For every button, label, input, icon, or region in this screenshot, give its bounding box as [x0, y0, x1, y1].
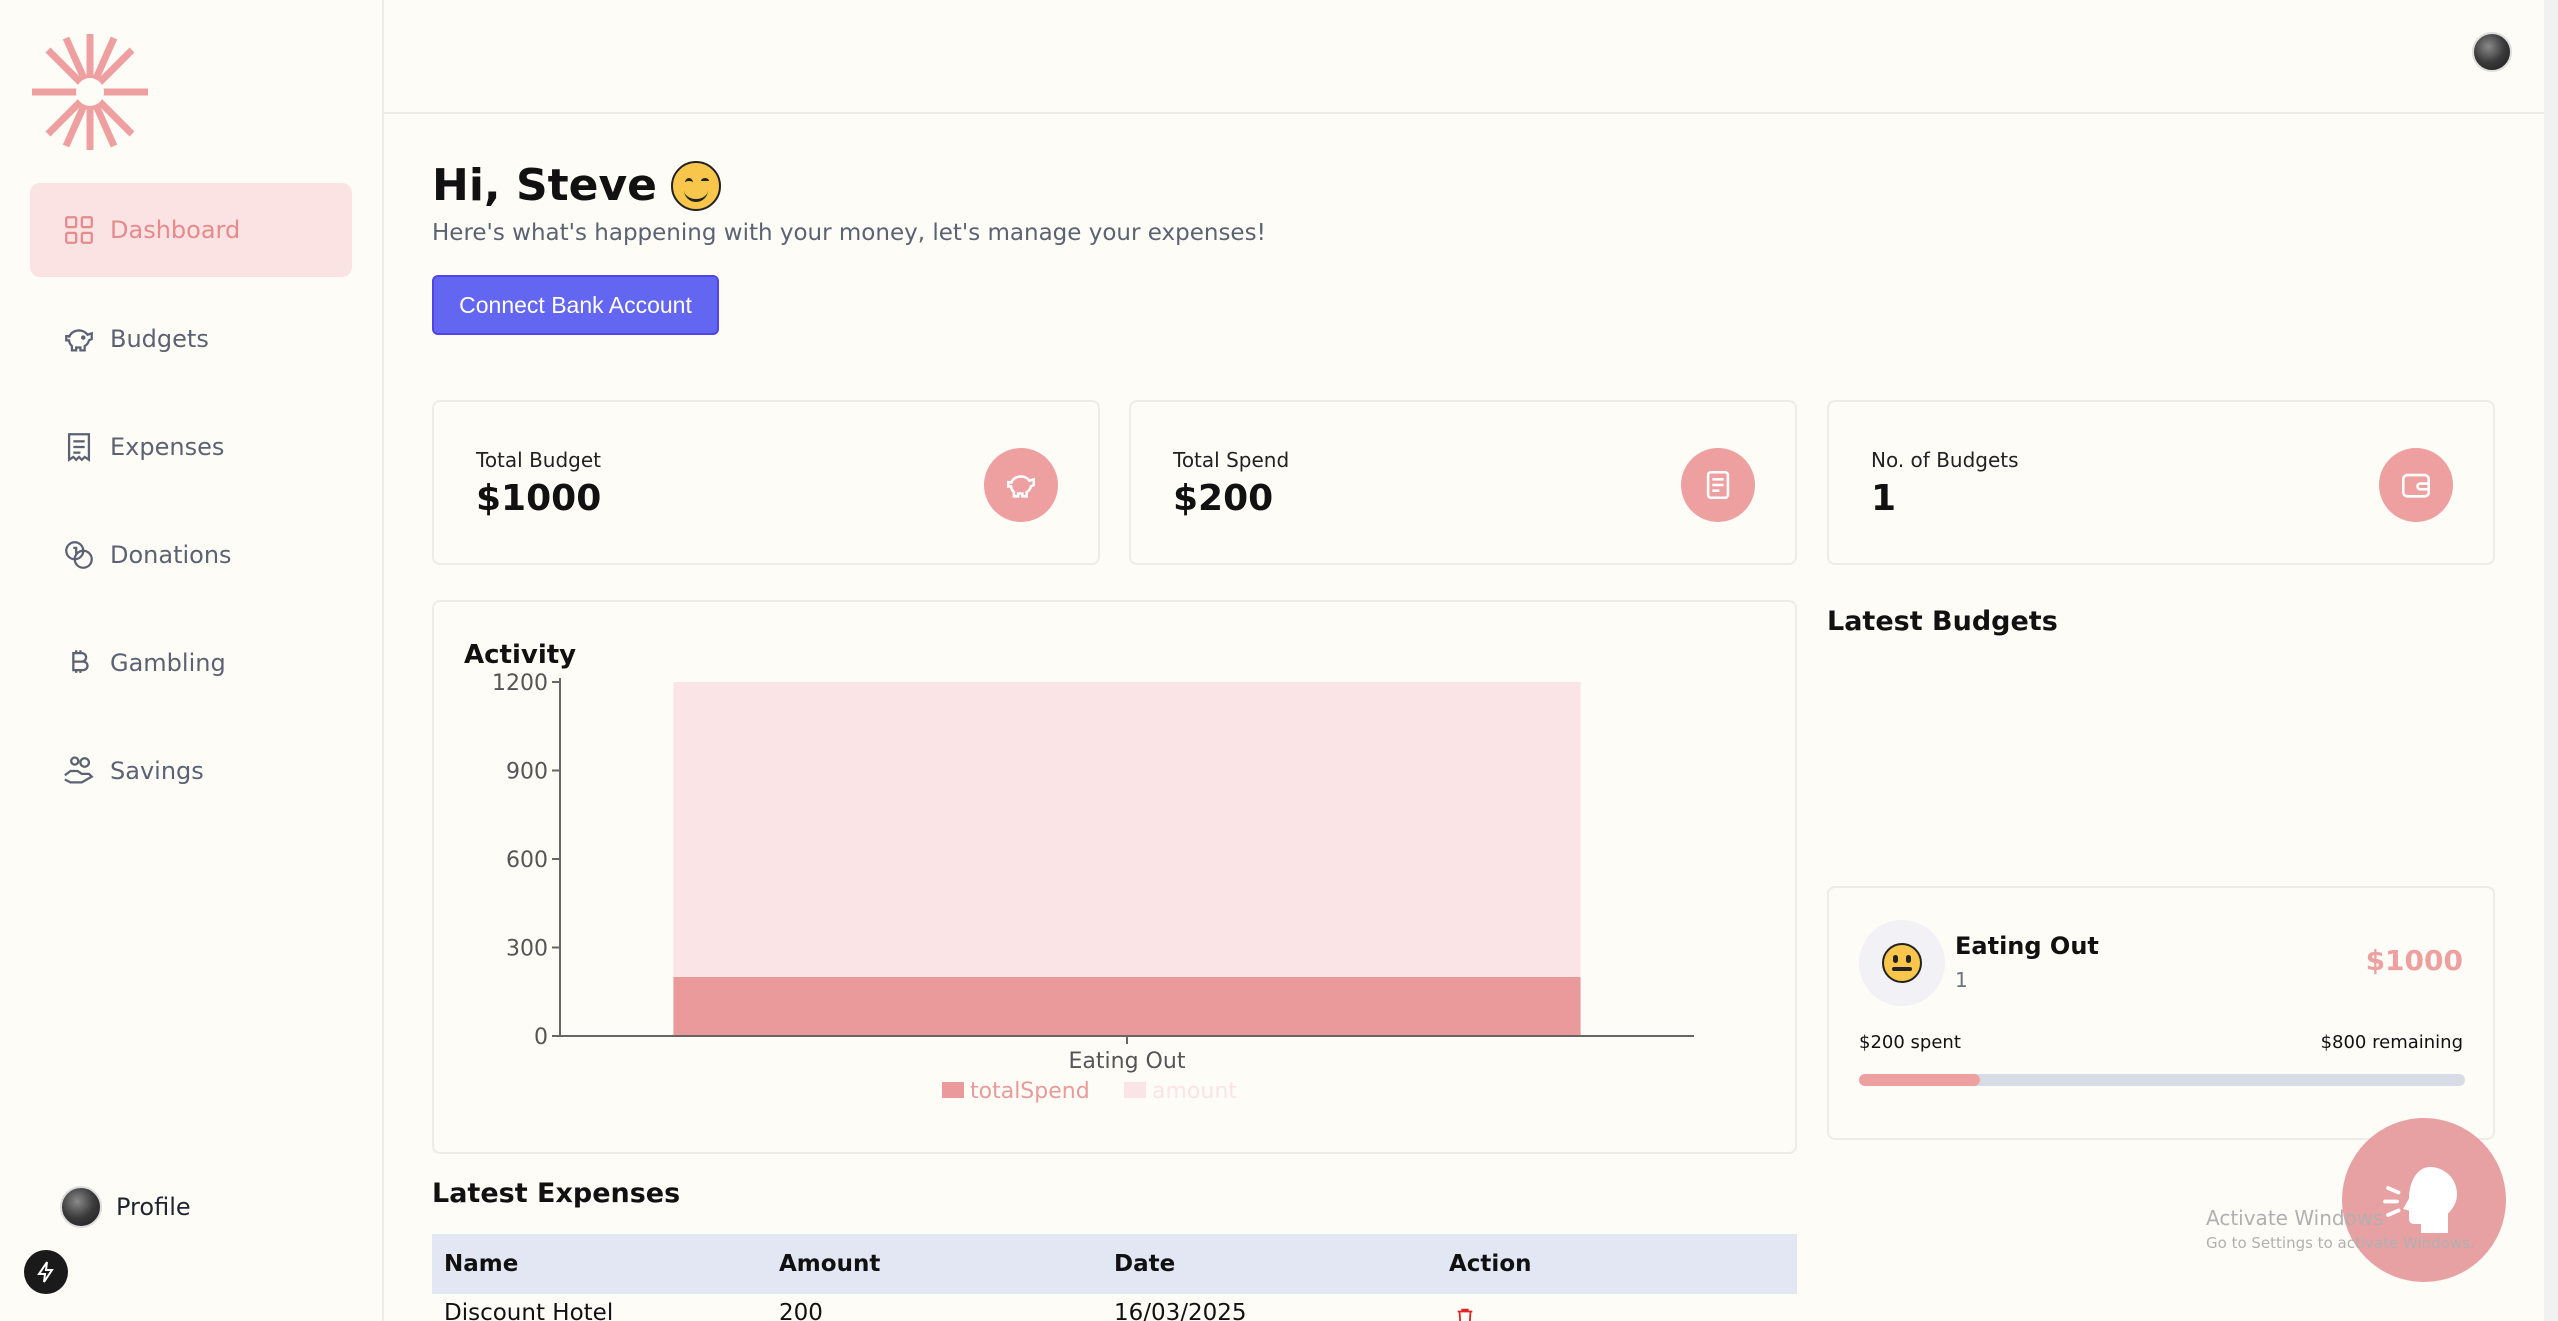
activity-panel: Activity 0 300 600 900 1200 Eating Out totalSp…: [432, 600, 1797, 1154]
watermark-line-1: Activate Windows: [2206, 1206, 2384, 1230]
stat-label: Total Budget: [476, 448, 601, 472]
latest-budgets-title: Latest Budgets: [1827, 606, 2058, 637]
sidebar-item-label: Budgets: [110, 325, 209, 353]
stat-label: No. of Budgets: [1871, 448, 2019, 472]
page-title: Hi, Steve: [432, 160, 722, 211]
voice-assistant-button[interactable]: [2342, 1118, 2506, 1282]
budget-spent: $200 spent: [1859, 1032, 1961, 1053]
latest-expenses-title: Latest Expenses: [432, 1178, 681, 1209]
hand-coins-icon: [62, 754, 96, 788]
windows-activation-watermark: Activate Windows Go to Settings to activ…: [2206, 1206, 2475, 1252]
coins-icon: [62, 538, 96, 572]
stat-card-total-spend: Total Spend $200: [1129, 400, 1797, 565]
budget-item-count: 1: [1955, 968, 1968, 992]
legend-swatch-totalSpend: [942, 1082, 964, 1098]
sidebar-item-label: Gambling: [110, 649, 226, 677]
legend-label-amount: amount: [1152, 1079, 1237, 1104]
bar-totalSpend: [673, 977, 1581, 1036]
greeting-text: Hi, Steve: [432, 160, 658, 211]
y-tick-label: 600: [506, 848, 548, 873]
user-avatar[interactable]: [2472, 32, 2512, 72]
column-header-name: Name: [444, 1251, 519, 1277]
sidebar-item-budgets[interactable]: Budgets: [30, 292, 352, 386]
sidebar-item-gambling[interactable]: Gambling: [30, 616, 352, 710]
y-tick-label: 0: [534, 1025, 548, 1050]
budget-amount: $1000: [2365, 944, 2463, 977]
watermark-line-2: Go to Settings to activate Windows.: [2206, 1234, 2475, 1252]
stat-label: Total Spend: [1173, 448, 1290, 472]
sidebar-item-label: Expenses: [110, 433, 225, 461]
top-bar: [384, 0, 2544, 114]
y-tick-label: 1200: [492, 671, 548, 696]
budget-progress-bar: [1859, 1074, 2465, 1086]
stat-card-total-budget: Total Budget $1000: [432, 400, 1100, 565]
receipt-icon: [62, 430, 96, 464]
expense-date: 16/03/2025: [1114, 1300, 1247, 1321]
legend-swatch-amount: [1124, 1082, 1146, 1098]
profile-link[interactable]: Profile: [60, 1186, 191, 1228]
sidebar-item-savings[interactable]: Savings: [30, 724, 352, 818]
avatar: [60, 1186, 102, 1228]
column-header-amount: Amount: [779, 1251, 881, 1277]
sidebar-item-label: Donations: [110, 541, 232, 569]
sidebar: Dashboard Budgets Expenses Donations Gam…: [0, 0, 384, 1321]
table-row: Discount Hotel 200 16/03/2025: [432, 1300, 1797, 1321]
dashboard-grid-icon: [62, 213, 96, 247]
sidebar-item-dashboard[interactable]: Dashboard: [30, 183, 352, 277]
y-tick-label: 300: [506, 937, 548, 962]
x-tick-label: Eating Out: [1069, 1049, 1186, 1074]
piggy-bank-icon: [984, 448, 1058, 522]
legend-label-totalSpend: totalSpend: [970, 1079, 1090, 1104]
expense-amount: 200: [779, 1300, 823, 1321]
trash-icon[interactable]: [1454, 1306, 1476, 1321]
column-header-date: Date: [1114, 1251, 1176, 1277]
connect-bank-account-button[interactable]: Connect Bank Account: [432, 275, 719, 335]
column-header-action: Action: [1449, 1251, 1532, 1277]
sidebar-item-label: Dashboard: [110, 216, 241, 244]
smiling-face-icon: [671, 160, 722, 211]
bar-amount: [673, 682, 1581, 977]
budget-remaining: $800 remaining: [2320, 1032, 2463, 1053]
sidebar-item-donations[interactable]: Donations: [30, 508, 352, 602]
stat-card-no-of-budgets: No. of Budgets 1: [1827, 400, 2495, 565]
y-tick-label: 900: [506, 760, 548, 785]
expenses-table-header: Name Amount Date Action: [432, 1234, 1797, 1294]
page-subtitle: Here's what's happening with your money,…: [432, 220, 1266, 246]
budget-name: Eating Out: [1955, 932, 2099, 960]
stat-value: $200: [1173, 478, 1274, 519]
wallet-icon: [2379, 448, 2453, 522]
bolt-icon[interactable]: [24, 1250, 68, 1294]
stat-value: $1000: [476, 478, 602, 519]
receipt-icon: [1681, 448, 1755, 522]
stat-value: 1: [1871, 478, 1897, 519]
piggy-bank-icon: [62, 322, 96, 356]
activity-title: Activity: [464, 640, 577, 670]
logo-icon[interactable]: [28, 30, 152, 154]
budget-progress-fill: [1859, 1074, 1981, 1086]
speaking-head-icon: [2383, 1167, 2457, 1233]
budget-card[interactable]: Eating Out 1 $1000 $200 spent $800 remai…: [1827, 886, 2495, 1140]
scrollbar[interactable]: [2544, 0, 2558, 1321]
profile-label: Profile: [116, 1193, 191, 1221]
budget-emoji-icon: [1859, 920, 1945, 1006]
sidebar-item-label: Savings: [110, 757, 204, 785]
activity-chart: 0 300 600 900 1200 Eating Out totalSpend amount: [492, 671, 1694, 1104]
expense-action: [1437, 1300, 1772, 1321]
bitcoin-icon: [62, 646, 96, 680]
expense-name: Discount Hotel: [444, 1300, 614, 1321]
sidebar-item-expenses[interactable]: Expenses: [30, 400, 352, 494]
